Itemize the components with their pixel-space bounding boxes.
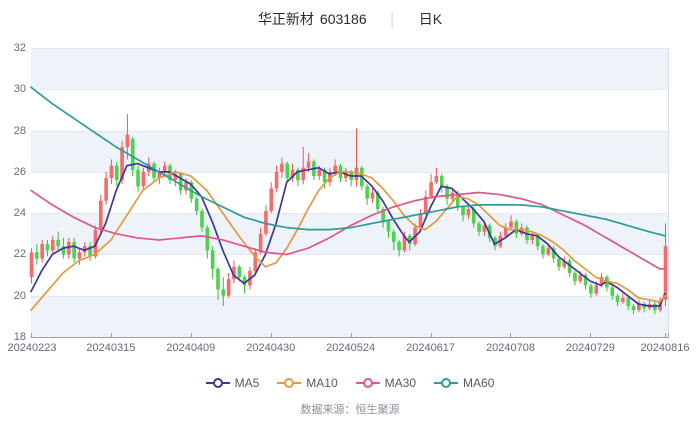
legend: MA5 MA10 MA30 MA60 (0, 374, 700, 392)
y-axis-label: 22 (13, 248, 26, 261)
legend-label: MA10 (306, 376, 338, 390)
y-axis-label: 30 (13, 83, 26, 96)
x-axis-label: 20240409 (166, 342, 216, 354)
x-axis-label: 20240617 (406, 342, 456, 354)
legend-item-ma5[interactable]: MA5 (205, 376, 260, 390)
legend-label: MA5 (234, 376, 260, 390)
x-axis-label: 20240524 (326, 342, 376, 354)
x-axis-label: 20240729 (565, 342, 615, 354)
ma5-line-icon (205, 378, 230, 388)
legend-item-ma60[interactable]: MA60 (434, 376, 494, 390)
data-source: 数据来源：恒生聚源 (300, 404, 400, 416)
x-axis-label: 20240430 (246, 342, 296, 354)
y-axis-label: 20 (13, 289, 26, 302)
y-axis-label: 24 (13, 207, 26, 220)
ma60-line-icon (434, 378, 459, 388)
x-axis-label: 20240315 (86, 342, 136, 354)
y-axis-label: 28 (13, 124, 26, 137)
x-axis-label: 20240816 (640, 342, 690, 354)
legend-label: MA60 (463, 376, 495, 390)
legend-item-ma30[interactable]: MA30 (355, 376, 417, 390)
ma30-line-icon (355, 378, 380, 388)
legend-label: MA30 (384, 376, 417, 390)
y-axis-label: 32 (13, 42, 26, 54)
y-axis-label: 26 (13, 165, 26, 178)
y-axis-label: 18 (13, 331, 26, 343)
legend-item-ma10[interactable]: MA10 (277, 376, 338, 390)
ma10-line-icon (277, 378, 302, 388)
x-axis-label: 20240223 (7, 342, 57, 354)
x-axis-label: 20240708 (486, 342, 535, 354)
